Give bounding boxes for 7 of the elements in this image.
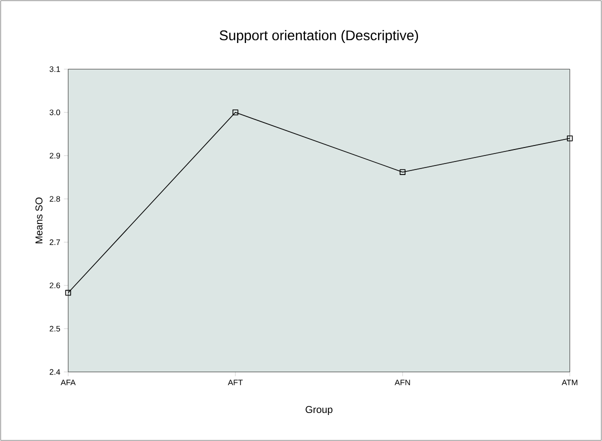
- chart-title: Support orientation (Descriptive): [220, 30, 418, 44]
- y-axis-title: Means SO: [35, 197, 42, 244]
- point: [232, 109, 238, 116]
- point: [566, 135, 573, 142]
- x-axis-title: Group: [306, 406, 332, 415]
- point: [400, 169, 406, 175]
- point: [65, 290, 72, 296]
